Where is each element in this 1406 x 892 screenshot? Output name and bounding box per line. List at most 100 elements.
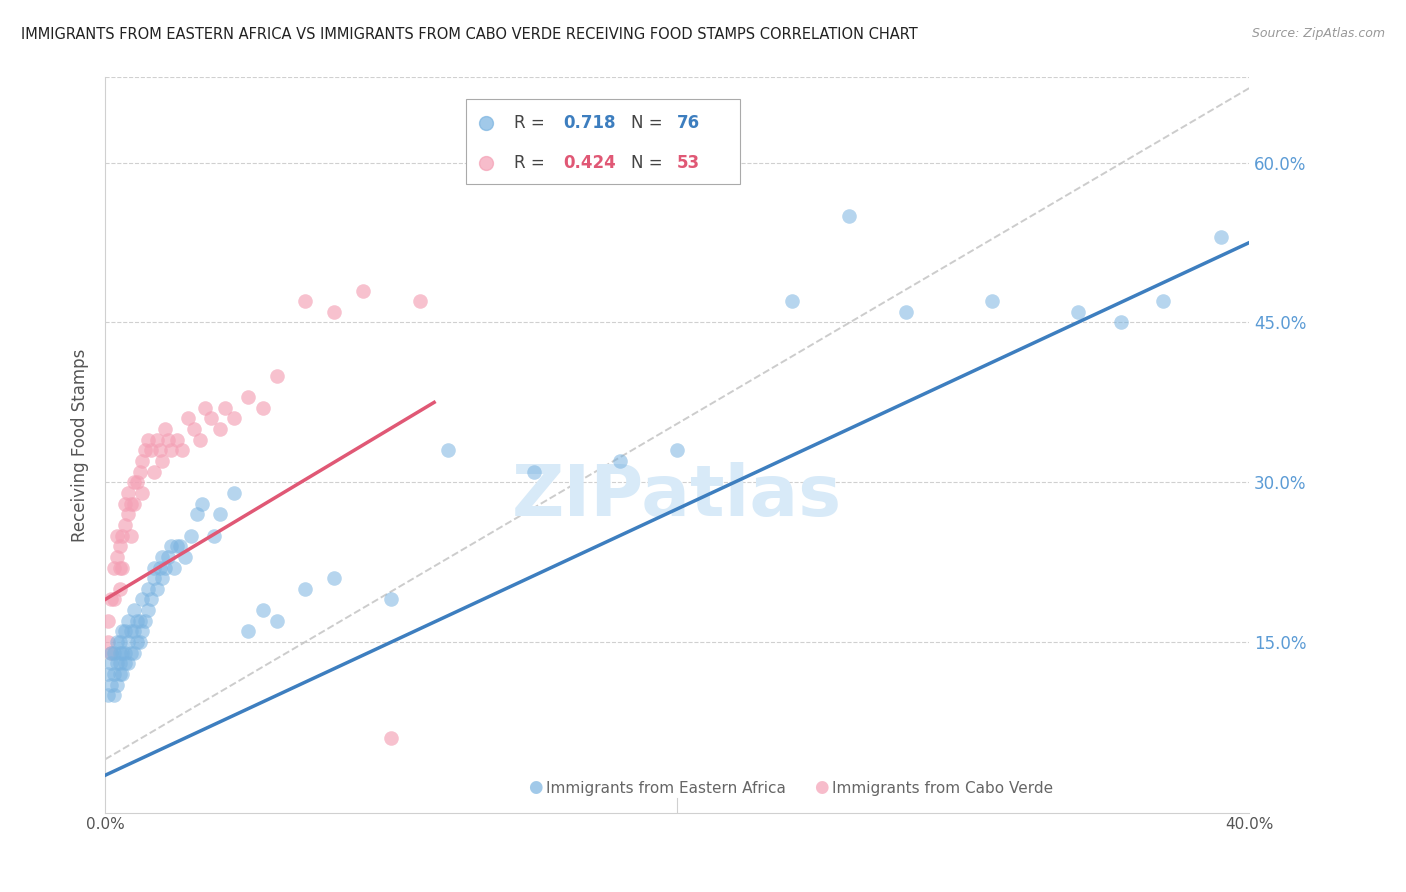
Point: [100, 646, 122, 660]
Point: [1066, 305, 1088, 319]
Point: [134, 614, 156, 628]
Point: [139, 443, 162, 458]
Point: [125, 635, 148, 649]
Point: [666, 443, 689, 458]
Point: [148, 560, 170, 574]
Point: [125, 614, 148, 628]
Point: [191, 497, 214, 511]
Point: [145, 433, 167, 447]
Point: [122, 497, 145, 511]
Point: [103, 592, 125, 607]
Point: [155, 560, 177, 574]
Point: [352, 284, 374, 298]
Point: [294, 294, 316, 309]
Point: [200, 411, 222, 425]
Point: [142, 571, 165, 585]
Point: [108, 667, 131, 681]
Point: [131, 454, 153, 468]
Point: [100, 646, 122, 660]
Point: [103, 689, 125, 703]
Point: [117, 486, 139, 500]
Point: [238, 390, 260, 404]
Point: [180, 528, 202, 542]
Point: [1153, 294, 1175, 309]
Point: [136, 582, 159, 596]
Text: Source: ZipAtlas.com: Source: ZipAtlas.com: [1251, 27, 1385, 40]
Point: [437, 443, 460, 458]
Point: [117, 614, 139, 628]
Point: [100, 592, 122, 607]
Point: [1209, 230, 1232, 244]
Point: [122, 475, 145, 490]
Point: [323, 571, 346, 585]
FancyBboxPatch shape: [465, 100, 740, 184]
Point: [238, 624, 260, 639]
Point: [214, 401, 236, 415]
Point: [145, 582, 167, 596]
Point: [183, 422, 205, 436]
Point: [139, 592, 162, 607]
Point: [117, 635, 139, 649]
Point: [172, 443, 194, 458]
Point: [97, 614, 120, 628]
Point: [155, 422, 177, 436]
Text: Immigrants from Cabo Verde: Immigrants from Cabo Verde: [832, 781, 1053, 797]
Point: [266, 614, 288, 628]
Point: [108, 646, 131, 660]
Point: [125, 475, 148, 490]
Point: [266, 368, 288, 383]
Point: [108, 635, 131, 649]
Text: IMMIGRANTS FROM EASTERN AFRICA VS IMMIGRANTS FROM CABO VERDE RECEIVING FOOD STAM: IMMIGRANTS FROM EASTERN AFRICA VS IMMIGR…: [21, 27, 918, 42]
Text: 53: 53: [678, 154, 700, 172]
Point: [609, 454, 631, 468]
Text: N =: N =: [631, 154, 668, 172]
Text: R =: R =: [513, 154, 550, 172]
Point: [103, 667, 125, 681]
Point: [111, 624, 134, 639]
Point: [157, 433, 180, 447]
Point: [152, 549, 174, 564]
Point: [174, 549, 197, 564]
Point: [111, 667, 134, 681]
Point: [117, 657, 139, 671]
Point: [105, 528, 128, 542]
Point: [169, 539, 191, 553]
Point: [166, 539, 188, 553]
Point: [409, 294, 432, 309]
Point: [114, 517, 136, 532]
Point: [252, 603, 274, 617]
Point: [194, 401, 217, 415]
Point: [131, 592, 153, 607]
Point: [108, 539, 131, 553]
Point: [108, 582, 131, 596]
Text: ●: ●: [814, 779, 830, 797]
Point: [208, 507, 231, 521]
Point: [166, 433, 188, 447]
Text: 76: 76: [678, 114, 700, 132]
Point: [100, 657, 122, 671]
Point: [186, 507, 208, 521]
Point: [177, 411, 200, 425]
Point: [120, 624, 142, 639]
Point: [252, 401, 274, 415]
Point: [120, 528, 142, 542]
Text: 0.718: 0.718: [562, 114, 616, 132]
Point: [105, 635, 128, 649]
Point: [122, 624, 145, 639]
Point: [134, 443, 156, 458]
Point: [100, 678, 122, 692]
Point: [105, 549, 128, 564]
Point: [380, 592, 402, 607]
Point: [838, 209, 860, 223]
Point: [108, 560, 131, 574]
Point: [208, 422, 231, 436]
Point: [105, 657, 128, 671]
Point: [160, 443, 183, 458]
Y-axis label: Receiving Food Stamps: Receiving Food Stamps: [72, 348, 89, 541]
Point: [103, 646, 125, 660]
Point: [131, 486, 153, 500]
Point: [136, 603, 159, 617]
Point: [120, 497, 142, 511]
Point: [222, 411, 245, 425]
Point: [111, 560, 134, 574]
